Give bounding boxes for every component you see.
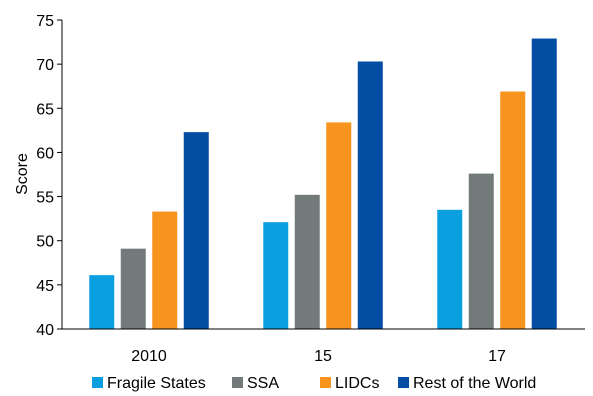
bar-fragile-states-15	[263, 222, 289, 329]
y-tick-label: 60	[36, 145, 54, 162]
y-axis-ticks	[57, 19, 62, 330]
bar-fragile-states-2010	[89, 275, 115, 329]
bar-ssa-17	[468, 173, 494, 329]
legend-swatch	[398, 377, 409, 388]
bars	[89, 38, 557, 329]
legend-swatch	[320, 377, 331, 388]
y-tick-label: 40	[36, 322, 54, 339]
legend-label: SSA	[247, 375, 279, 392]
x-tick-label: 17	[488, 348, 506, 365]
bar-rest-of-the-world-15	[357, 61, 383, 329]
bar-rest-of-the-world-17	[531, 38, 557, 329]
y-tick-label: 55	[36, 190, 54, 207]
legend-label: LIDCs	[335, 375, 379, 392]
legend-swatch	[232, 377, 243, 388]
legend-swatch	[92, 377, 103, 388]
bar-fragile-states-17	[437, 209, 463, 329]
bar-lidcs-2010	[152, 211, 178, 329]
y-tick-label: 65	[36, 101, 54, 118]
bar-rest-of-the-world-2010	[183, 132, 209, 329]
x-tick-label: 2010	[131, 348, 167, 365]
legend: Fragile States SSA LIDCs Rest of the World	[92, 375, 536, 392]
bar-lidcs-15	[326, 122, 352, 329]
y-tick-label: 75	[36, 13, 54, 30]
y-tick-label: 45	[36, 278, 54, 295]
bar-ssa-2010	[120, 248, 146, 329]
y-tick-label: 50	[36, 234, 54, 251]
legend-label: Rest of the World	[413, 375, 536, 392]
bar-ssa-15	[294, 194, 320, 329]
y-axis-tick-labels: 40 45 50 55 60 65 70 75	[36, 13, 54, 339]
legend-label: Fragile States	[107, 375, 206, 392]
x-tick-label: 15	[314, 348, 332, 365]
y-axis-title: Score	[14, 153, 31, 195]
x-axis-tick-labels: 2010 15 17	[131, 348, 506, 365]
y-tick-label: 70	[36, 57, 54, 74]
bar-lidcs-17	[500, 91, 526, 329]
